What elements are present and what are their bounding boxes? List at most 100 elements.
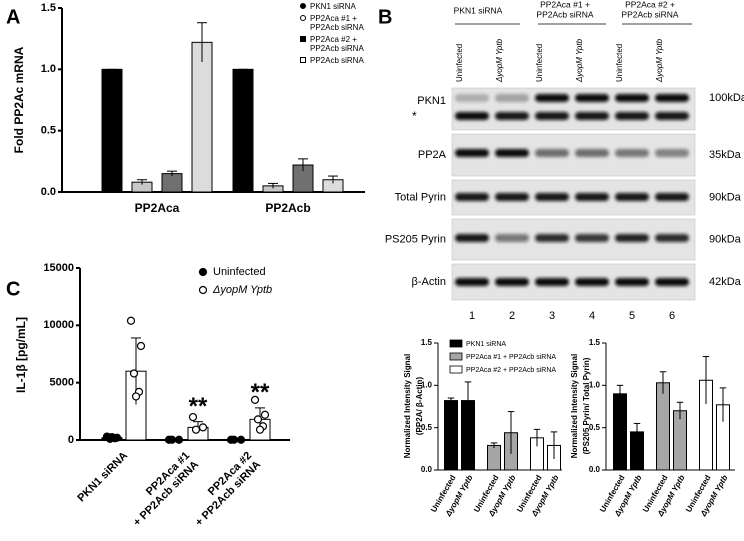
blot-band: [615, 149, 649, 157]
y-axis-title: (PS205 Pyrin/ Total Pyrin): [582, 357, 591, 454]
row-label: Total Pyrin: [395, 191, 446, 203]
legend-label: Uninfected: [213, 266, 266, 278]
data-point: [229, 435, 239, 444]
data-point: [191, 425, 201, 434]
lane-label: ΔyopM Yptb: [575, 38, 584, 83]
y-tick-label: 0.0: [589, 465, 601, 474]
blot-band: [455, 193, 489, 201]
blot-band: [455, 149, 489, 157]
blot-band: [615, 193, 649, 201]
data-point: [253, 415, 263, 424]
panel-label: A: [6, 6, 20, 28]
blot-band: [655, 193, 689, 201]
panel-label: C: [6, 278, 20, 300]
annotation: **: [251, 379, 270, 406]
row-label: β-Actin: [412, 276, 446, 288]
x-tick-label: PP2Acb: [265, 201, 310, 215]
y-tick-label: 1.0: [589, 380, 601, 389]
lane-number: 2: [509, 310, 515, 322]
y-tick-label: 0.5: [421, 423, 433, 432]
blot-strip: [451, 263, 696, 301]
blot-band: [495, 149, 529, 157]
legend-a: PKN1 siRNA PP2Aca #1 + PP2Acb siRNA PP2Aca…: [300, 2, 378, 68]
data-point: [250, 395, 260, 404]
data-point: [129, 369, 139, 378]
legend-item: PKN1 siRNA: [300, 2, 378, 11]
blot-band: [655, 278, 689, 286]
y-tick-label: 1.5: [589, 338, 601, 347]
lane-number: 3: [549, 310, 555, 322]
data-point: [167, 435, 177, 444]
y-tick-label: 10000: [43, 319, 74, 331]
row-label: PKN1: [417, 95, 446, 107]
band-note: *: [412, 109, 417, 123]
blot-band: [535, 278, 569, 286]
group-label: PP2Acb siRNA: [621, 9, 678, 19]
lane-label: Uninfected: [615, 44, 624, 82]
y-tick-label: 0.0: [421, 465, 433, 474]
legend-label: PP2Aca #1 + PP2Acb siRNA: [310, 14, 364, 32]
y-tick-label: 5000: [50, 377, 74, 389]
blot-band: [655, 149, 689, 157]
y-tick-label: 1.0: [41, 63, 56, 75]
legend-marker: [300, 36, 306, 42]
bar: [673, 410, 687, 471]
legend-item: PP2Aca #1 + PP2Acb siRNA: [300, 14, 378, 32]
size-label: 90kDa: [709, 233, 742, 245]
bar: [232, 68, 254, 193]
group-label: PP2Aca #1 +: [540, 0, 590, 9]
blot-band: [455, 94, 489, 102]
blot-band: [535, 112, 569, 120]
y-tick-label: 0.5: [589, 423, 601, 432]
data-point: [131, 392, 141, 401]
legend-label: PP2Aca #1 + PP2Acb siRNA: [466, 354, 556, 361]
blot-strip: [451, 179, 696, 216]
x-tick-label: PKN1 siRNA: [75, 450, 130, 505]
blot-strip: [451, 133, 696, 177]
legend-item: PP2Aca #2 + PP2Acb siRNA: [300, 35, 378, 53]
blot-band: [495, 234, 529, 242]
data-point: [136, 341, 146, 351]
lane-label: ΔyopM Yptb: [655, 38, 664, 83]
data-point: [236, 435, 246, 444]
blot-band: [615, 234, 649, 242]
y-tick-label: 1.5: [41, 2, 56, 14]
lane-number: 4: [589, 310, 595, 322]
lane-number: 6: [669, 310, 675, 322]
legend-swatch: [449, 339, 463, 348]
data-point: [260, 410, 270, 419]
legend-label: PP2Acb siRNA: [310, 56, 364, 65]
blot-band: [535, 149, 569, 157]
legend-label: ΔyopM Yptb: [212, 284, 272, 296]
blot-band: [655, 94, 689, 102]
y-axis-title: Normalized Intensity Signal: [570, 354, 579, 458]
blot-band: [575, 94, 609, 102]
group-label: PP2Aca #2 +: [625, 0, 675, 9]
legend-label: PP2Aca #2 + PP2Acb siRNA: [466, 367, 556, 374]
blot-band: [575, 149, 609, 157]
legend-marker: [198, 285, 208, 295]
y-tick-label: 0.0: [41, 186, 56, 198]
data-point: [174, 435, 184, 444]
legend-swatch: [449, 352, 463, 361]
data-point: [107, 433, 117, 442]
blot-band: [575, 278, 609, 286]
y-axis-title: Fold PP2Ac mRNA: [12, 46, 26, 153]
row-label: PP2A: [418, 149, 447, 161]
blot-strip: [451, 87, 696, 131]
y-tick-label: 15000: [43, 262, 74, 274]
data-point: [255, 425, 265, 434]
blot-band: [615, 94, 649, 102]
blot-band: [655, 234, 689, 242]
legend-label: PKN1 siRNA: [466, 341, 506, 348]
legend-marker: [300, 3, 306, 9]
legend-marker: [300, 15, 306, 21]
y-axis-title: Normalized Intensity Signal: [403, 354, 412, 458]
legend-marker: [300, 57, 306, 63]
blot-band: [535, 94, 569, 102]
row-label: PS205 Pyrin: [385, 233, 446, 245]
bar: [101, 68, 123, 193]
y-axis-title: IL-1β [pg/mL]: [14, 317, 28, 393]
